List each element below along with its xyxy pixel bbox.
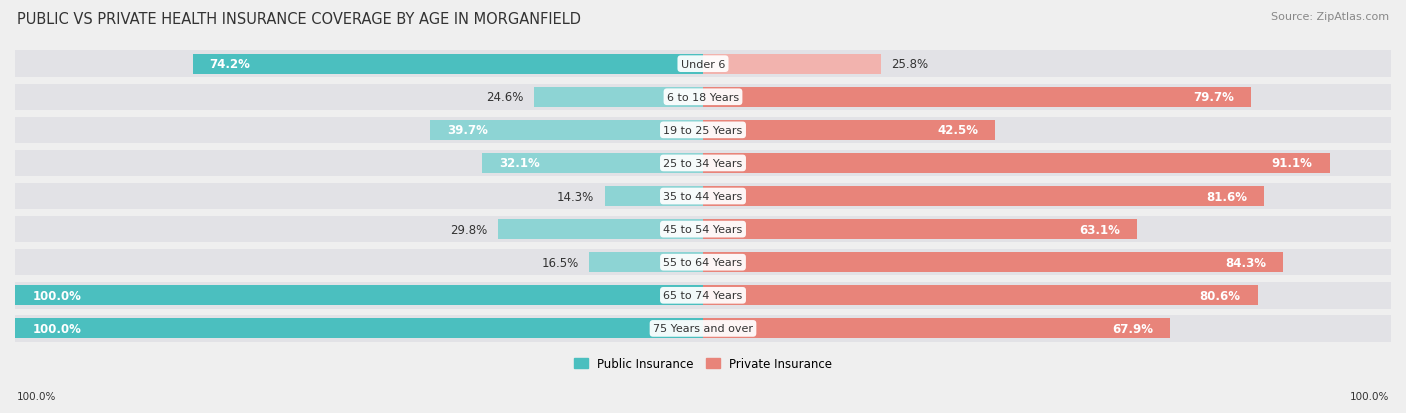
Text: 55 to 64 Years: 55 to 64 Years <box>664 258 742 268</box>
Text: 29.8%: 29.8% <box>450 223 488 236</box>
Text: 14.3%: 14.3% <box>557 190 595 203</box>
Text: 91.1%: 91.1% <box>1271 157 1313 170</box>
Text: 25 to 34 Years: 25 to 34 Years <box>664 159 742 169</box>
Text: 81.6%: 81.6% <box>1206 190 1247 203</box>
Bar <box>15 319 703 339</box>
Bar <box>15 183 1391 210</box>
Text: 6 to 18 Years: 6 to 18 Years <box>666 93 740 102</box>
Text: 75 Years and over: 75 Years and over <box>652 324 754 334</box>
Bar <box>703 187 1264 206</box>
Bar <box>15 249 1391 276</box>
Text: PUBLIC VS PRIVATE HEALTH INSURANCE COVERAGE BY AGE IN MORGANFIELD: PUBLIC VS PRIVATE HEALTH INSURANCE COVER… <box>17 12 581 27</box>
Bar <box>703 154 1330 173</box>
Text: 80.6%: 80.6% <box>1199 289 1240 302</box>
Bar <box>193 55 703 74</box>
Text: 79.7%: 79.7% <box>1194 91 1234 104</box>
Bar <box>703 121 995 140</box>
Text: 63.1%: 63.1% <box>1078 223 1121 236</box>
Text: 84.3%: 84.3% <box>1225 256 1265 269</box>
Text: 35 to 44 Years: 35 to 44 Years <box>664 192 742 202</box>
Bar <box>703 286 1257 306</box>
Bar <box>15 286 703 306</box>
Text: 100.0%: 100.0% <box>17 391 56 401</box>
Bar <box>482 154 703 173</box>
Text: 100.0%: 100.0% <box>1350 391 1389 401</box>
Bar <box>15 51 1391 78</box>
Text: Under 6: Under 6 <box>681 59 725 69</box>
Text: 32.1%: 32.1% <box>499 157 540 170</box>
Bar <box>703 220 1137 240</box>
Bar <box>430 121 703 140</box>
Text: 16.5%: 16.5% <box>541 256 579 269</box>
Bar <box>703 55 880 74</box>
Bar <box>589 253 703 273</box>
Text: 65 to 74 Years: 65 to 74 Years <box>664 291 742 301</box>
Text: 100.0%: 100.0% <box>32 289 82 302</box>
Text: Source: ZipAtlas.com: Source: ZipAtlas.com <box>1271 12 1389 22</box>
Bar <box>15 117 1391 144</box>
Text: 42.5%: 42.5% <box>938 124 979 137</box>
Bar <box>15 282 1391 309</box>
Bar <box>15 316 1391 342</box>
Text: 45 to 54 Years: 45 to 54 Years <box>664 225 742 235</box>
Text: 39.7%: 39.7% <box>447 124 488 137</box>
Bar <box>605 187 703 206</box>
Legend: Public Insurance, Private Insurance: Public Insurance, Private Insurance <box>569 352 837 375</box>
Bar <box>703 253 1284 273</box>
Text: 19 to 25 Years: 19 to 25 Years <box>664 126 742 135</box>
Bar <box>703 319 1170 339</box>
Bar <box>534 88 703 107</box>
Text: 24.6%: 24.6% <box>486 91 523 104</box>
Text: 74.2%: 74.2% <box>209 58 250 71</box>
Bar <box>15 150 1391 177</box>
Bar <box>15 216 1391 243</box>
Bar <box>703 88 1251 107</box>
Text: 25.8%: 25.8% <box>891 58 928 71</box>
Text: 100.0%: 100.0% <box>32 322 82 335</box>
Text: 67.9%: 67.9% <box>1112 322 1153 335</box>
Bar <box>498 220 703 240</box>
Bar <box>15 84 1391 111</box>
